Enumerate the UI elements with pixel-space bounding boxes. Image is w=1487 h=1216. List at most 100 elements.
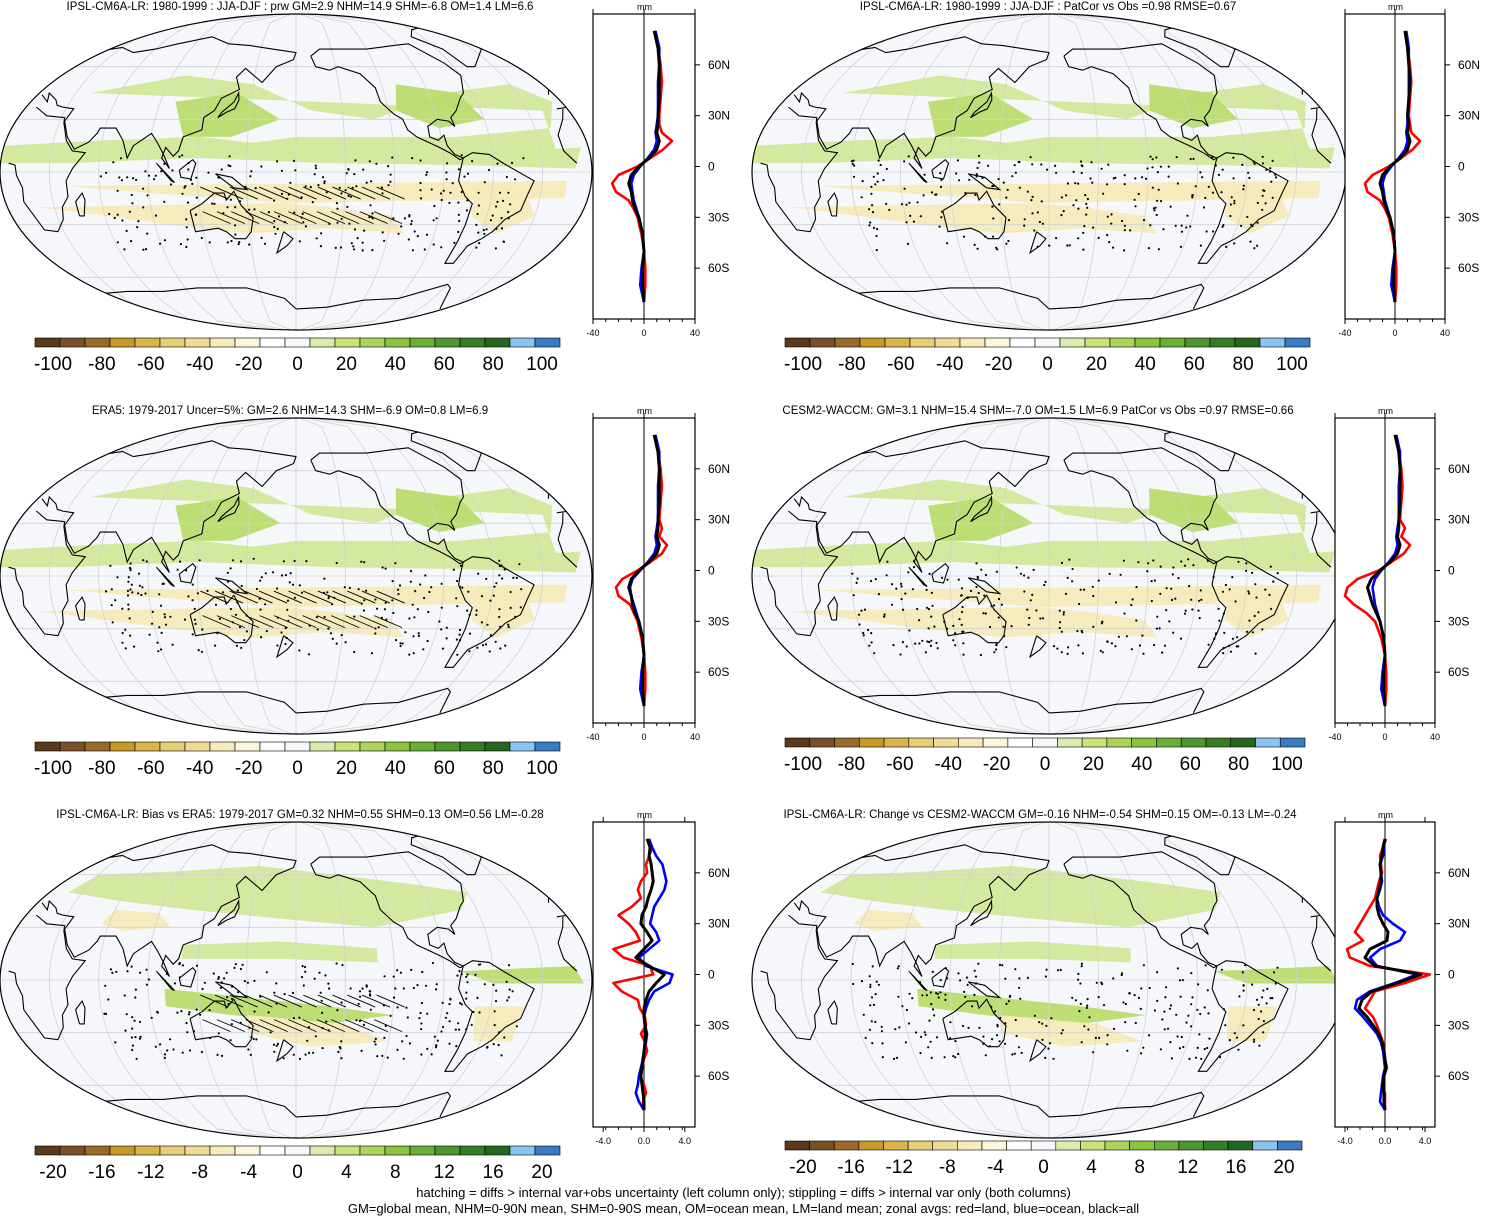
stipple-dot: [965, 976, 969, 979]
stipple-dot: [370, 180, 373, 183]
stipple-dot: [160, 170, 163, 173]
stipple-dot: [340, 1001, 343, 1004]
stipple-dot: [888, 208, 891, 211]
stipple-dot: [1072, 170, 1075, 173]
stipple-dot: [1052, 645, 1056, 648]
stipple-dot: [108, 212, 111, 216]
colorbar-swatch: [908, 737, 934, 748]
stipple-dot: [386, 1056, 389, 1059]
stipple-dot: [99, 175, 103, 178]
stipple-dot: [423, 596, 426, 600]
stipple-dot: [1168, 620, 1171, 623]
stipple-dot: [975, 585, 978, 589]
stipple-dot: [184, 185, 187, 188]
stipple-dot: [871, 204, 874, 207]
stipple-dot: [276, 644, 279, 647]
colorbar-swatch: [1259, 337, 1286, 348]
stipple-dot: [1026, 976, 1029, 980]
stipple-dot: [911, 997, 914, 1000]
shading-negative: [853, 909, 924, 931]
stipple-dot: [1272, 580, 1275, 583]
hatch-line: [347, 994, 376, 1008]
stipple-dot: [228, 155, 231, 158]
stipple-dot: [301, 212, 304, 215]
stipple-dot: [1002, 181, 1005, 184]
stipple-dot: [140, 593, 143, 597]
stipple-dot: [1001, 964, 1004, 967]
stipple-dot: [1040, 163, 1043, 166]
zonal-lat-label: 30N: [708, 917, 730, 931]
stipple-dot: [373, 1040, 376, 1043]
stipple-dot: [1156, 171, 1159, 174]
stipple-dot: [481, 644, 485, 647]
stipple-dot: [234, 224, 237, 227]
hatch-line: [345, 615, 374, 629]
stipple-dot: [1052, 1057, 1055, 1060]
stipple-dot: [194, 213, 197, 216]
coastline: [310, 43, 465, 161]
colorbar-swatch: [59, 1145, 86, 1156]
stipple-dot: [931, 970, 934, 974]
stipple-dot: [1059, 621, 1062, 624]
stipple-dot: [1270, 607, 1273, 611]
stipple-dot: [1222, 224, 1225, 227]
stipple-dot: [498, 1031, 501, 1034]
stipple-dot: [952, 639, 955, 642]
stipple-dot: [1146, 570, 1149, 573]
stipple-dot: [452, 568, 455, 571]
stipple-dot: [1246, 215, 1249, 219]
stipple-dot: [993, 651, 996, 654]
hatch-line: [361, 590, 391, 604]
zonal-unit: mm: [637, 406, 652, 416]
stipple-dot: [962, 653, 965, 656]
stipple-dot: [103, 1012, 106, 1015]
stipple-dot: [376, 1055, 379, 1058]
colorbar-swatch: [784, 337, 811, 348]
stipple-dot: [1086, 1004, 1089, 1007]
colorbar-tick-label: 8: [1134, 1157, 1145, 1178]
colorbar-tick-label: -60: [137, 354, 164, 375]
coastline: [1028, 635, 1047, 659]
stipple-dot: [1159, 200, 1163, 203]
stipple-dot: [460, 1003, 463, 1006]
stipple-dot: [1269, 167, 1272, 170]
map-panel-5: [0, 821, 593, 1139]
colorbar-tick-label: -20: [789, 1157, 816, 1178]
stipple-dot: [1071, 996, 1074, 999]
stipple-dot: [958, 179, 961, 182]
hatch-line: [316, 1019, 346, 1033]
coastline: [1028, 1039, 1047, 1063]
stipple-dot: [105, 171, 108, 174]
stipple-dot: [505, 980, 508, 983]
stipple-dot: [869, 221, 872, 224]
stipple-dot: [509, 590, 512, 594]
stipple-dot: [495, 582, 498, 585]
stipple-dot: [1245, 569, 1248, 572]
stipple-dot: [353, 615, 356, 618]
colorbar-swatch: [34, 1145, 61, 1156]
stipple-dot: [353, 173, 356, 176]
hatch-line: [229, 994, 258, 1008]
stipple-dot: [449, 998, 452, 1001]
stipple-dot: [1005, 1002, 1008, 1006]
colorbar-swatch: [209, 1145, 236, 1156]
stipple-dot: [169, 615, 172, 618]
colorbar-tick-label: 0: [292, 354, 303, 375]
stipple-dot: [459, 1002, 462, 1005]
stipple-dot: [156, 1011, 159, 1014]
stipple-dot: [180, 1010, 183, 1013]
colorbar-swatch: [334, 1145, 361, 1156]
stipple-dot: [394, 562, 397, 565]
panel-title-5: IPSL-CM6A-LR: Bias vs ERA5: 1979-2017 GM…: [56, 809, 543, 821]
stipple-dot: [1066, 182, 1069, 185]
stipple-dot: [999, 1016, 1002, 1020]
colorbar-tick-label: 40: [1135, 354, 1156, 375]
stipple-dot: [436, 1039, 439, 1042]
stipple-dot: [515, 1025, 519, 1028]
stipple-dot: [456, 653, 459, 656]
hatch-line: [317, 994, 347, 1008]
stipple-dot: [187, 168, 190, 171]
stipple-dot: [492, 1043, 495, 1046]
stipple-dot: [159, 1043, 162, 1046]
